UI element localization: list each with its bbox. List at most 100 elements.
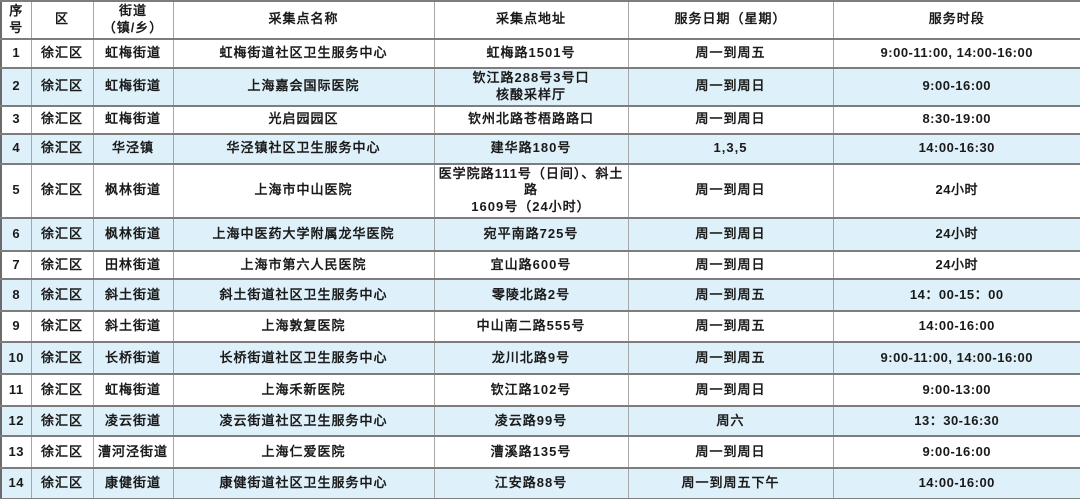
- cell-district: 徐汇区: [30, 66, 94, 107]
- table-row: 4 徐汇区 华泾镇 华泾镇社区卫生服务中心 建华路180号 1,3,5 14:00-16:3…: [0, 132, 1080, 165]
- cell-no: 14: [0, 467, 32, 499]
- header-street: 街道 （镇/乡）: [92, 0, 174, 40]
- cell-hours: 9:00-11:00, 14:00-16:00: [832, 37, 1080, 69]
- cell-street: 华泾镇: [92, 132, 174, 165]
- cell-address: 钦江路102号: [433, 373, 629, 408]
- table-row: 2 徐汇区 虹梅街道 上海嘉会国际医院 钦江路288号3号口 核酸采样厅 周一到周日 9:0…: [0, 66, 1080, 107]
- cell-street: 虹梅街道: [92, 37, 174, 69]
- cell-days: 周一到周五: [627, 278, 834, 313]
- cell-district: 徐汇区: [30, 217, 94, 253]
- cell-district: 徐汇区: [30, 435, 94, 470]
- cell-street: 康健街道: [92, 467, 174, 499]
- cell-no: 13: [0, 435, 32, 470]
- cell-site: 长桥街道社区卫生服务中心: [172, 341, 435, 376]
- cell-hours: 8:30-19:00: [832, 104, 1080, 135]
- table-row: 6 徐汇区 枫林街道 上海中医药大学附属龙华医院 宛平南路725号 周一到周日 24小时: [0, 217, 1080, 253]
- cell-street: 枫林街道: [92, 162, 174, 220]
- cell-site: 上海中医药大学附属龙华医院: [172, 217, 435, 253]
- cell-no: 6: [0, 217, 32, 253]
- header-site-address: 采集点地址: [433, 0, 629, 40]
- table-row: 11 徐汇区 虹梅街道 上海禾新医院 钦江路102号 周一到周日 9:00-13:00: [0, 373, 1080, 408]
- cell-no: 11: [0, 373, 32, 408]
- cell-hours: 14:00-16:00: [832, 310, 1080, 344]
- cell-site: 上海仁爱医院: [172, 435, 435, 470]
- cell-hours: 24小时: [832, 250, 1080, 281]
- table-row: 10 徐汇区 长桥街道 长桥街道社区卫生服务中心 龙川北路9号 周一到周五 9:00-11:…: [0, 341, 1080, 376]
- table-row: 13 徐汇区 漕河泾街道 上海仁爱医院 漕溪路135号 周一到周日 9:00-16:00: [0, 435, 1080, 470]
- header-no: 序号: [0, 0, 32, 40]
- cell-district: 徐汇区: [30, 250, 94, 281]
- table-body: 1 徐汇区 虹梅街道 虹梅街道社区卫生服务中心 虹梅路1501号 周一到周五 9:00-11…: [0, 37, 1080, 499]
- cell-days: 周一到周五: [627, 310, 834, 344]
- cell-address: 虹梅路1501号: [433, 37, 629, 69]
- cell-days: 周一到周五: [627, 37, 834, 69]
- cell-hours: 9:00-16:00: [832, 66, 1080, 107]
- cell-no: 3: [0, 104, 32, 135]
- cell-days: 周六: [627, 405, 834, 438]
- cell-address: 零陵北路2号: [433, 278, 629, 313]
- cell-no: 10: [0, 341, 32, 376]
- cell-days: 1,3,5: [627, 132, 834, 165]
- cell-street: 虹梅街道: [92, 104, 174, 135]
- cell-street: 虹梅街道: [92, 373, 174, 408]
- cell-district: 徐汇区: [30, 310, 94, 344]
- cell-address: 钦州北路苍梧路路口: [433, 104, 629, 135]
- cell-hours: 24小时: [832, 162, 1080, 220]
- cell-site: 光启园园区: [172, 104, 435, 135]
- cell-site: 上海禾新医院: [172, 373, 435, 408]
- cell-site: 康健街道社区卫生服务中心: [172, 467, 435, 499]
- table-row: 7 徐汇区 田林街道 上海市第六人民医院 宜山路600号 周一到周日 24小时: [0, 250, 1080, 281]
- cell-street: 枫林街道: [92, 217, 174, 253]
- cell-district: 徐汇区: [30, 341, 94, 376]
- table-row: 5 徐汇区 枫林街道 上海市中山医院 医学院路111号（日间）、斜土路 1609号（24…: [0, 162, 1080, 220]
- cell-hours: 24小时: [832, 217, 1080, 253]
- table-row: 1 徐汇区 虹梅街道 虹梅街道社区卫生服务中心 虹梅路1501号 周一到周五 9:00-11…: [0, 37, 1080, 69]
- cell-district: 徐汇区: [30, 162, 94, 220]
- cell-street: 凌云街道: [92, 405, 174, 438]
- table-row: 9 徐汇区 斜土街道 上海敦复医院 中山南二路555号 周一到周五 14:00-16:00: [0, 310, 1080, 344]
- cell-site: 华泾镇社区卫生服务中心: [172, 132, 435, 165]
- cell-hours: 9:00-11:00, 14:00-16:00: [832, 341, 1080, 376]
- cell-district: 徐汇区: [30, 37, 94, 69]
- table-row: 14 徐汇区 康健街道 康健街道社区卫生服务中心 江安路88号 周一到周五下午 14:00-…: [0, 467, 1080, 499]
- cell-days: 周一到周日: [627, 250, 834, 281]
- cell-site: 虹梅街道社区卫生服务中心: [172, 37, 435, 69]
- cell-hours: 13：30-16:30: [832, 405, 1080, 438]
- cell-street: 斜土街道: [92, 278, 174, 313]
- cell-site: 斜土街道社区卫生服务中心: [172, 278, 435, 313]
- cell-no: 2: [0, 66, 32, 107]
- cell-days: 周一到周日: [627, 162, 834, 220]
- cell-site: 上海市中山医院: [172, 162, 435, 220]
- header-district: 区: [30, 0, 94, 40]
- cell-site: 上海市第六人民医院: [172, 250, 435, 281]
- cell-no: 5: [0, 162, 32, 220]
- table-row: 3 徐汇区 虹梅街道 光启园园区 钦州北路苍梧路路口 周一到周日 8:30-19:00: [0, 104, 1080, 135]
- cell-site: 上海敦复医院: [172, 310, 435, 344]
- cell-no: 1: [0, 37, 32, 69]
- cell-no: 9: [0, 310, 32, 344]
- cell-address: 凌云路99号: [433, 405, 629, 438]
- table-row: 8 徐汇区 斜土街道 斜土街道社区卫生服务中心 零陵北路2号 周一到周五 14：00-15：…: [0, 278, 1080, 313]
- cell-days: 周一到周五下午: [627, 467, 834, 499]
- cell-hours: 14：00-15：00: [832, 278, 1080, 313]
- cell-site: 凌云街道社区卫生服务中心: [172, 405, 435, 438]
- cell-days: 周一到周五: [627, 341, 834, 376]
- cell-district: 徐汇区: [30, 373, 94, 408]
- header-service-hours: 服务时段: [832, 0, 1080, 40]
- cell-street: 斜土街道: [92, 310, 174, 344]
- cell-district: 徐汇区: [30, 132, 94, 165]
- cell-days: 周一到周日: [627, 66, 834, 107]
- cell-hours: 14:00-16:30: [832, 132, 1080, 165]
- cell-street: 长桥街道: [92, 341, 174, 376]
- cell-address: 江安路88号: [433, 467, 629, 499]
- cell-no: 4: [0, 132, 32, 165]
- cell-district: 徐汇区: [30, 278, 94, 313]
- cell-district: 徐汇区: [30, 405, 94, 438]
- cell-no: 12: [0, 405, 32, 438]
- cell-district: 徐汇区: [30, 467, 94, 499]
- cell-hours: 9:00-16:00: [832, 435, 1080, 470]
- cell-address: 龙川北路9号: [433, 341, 629, 376]
- cell-district: 徐汇区: [30, 104, 94, 135]
